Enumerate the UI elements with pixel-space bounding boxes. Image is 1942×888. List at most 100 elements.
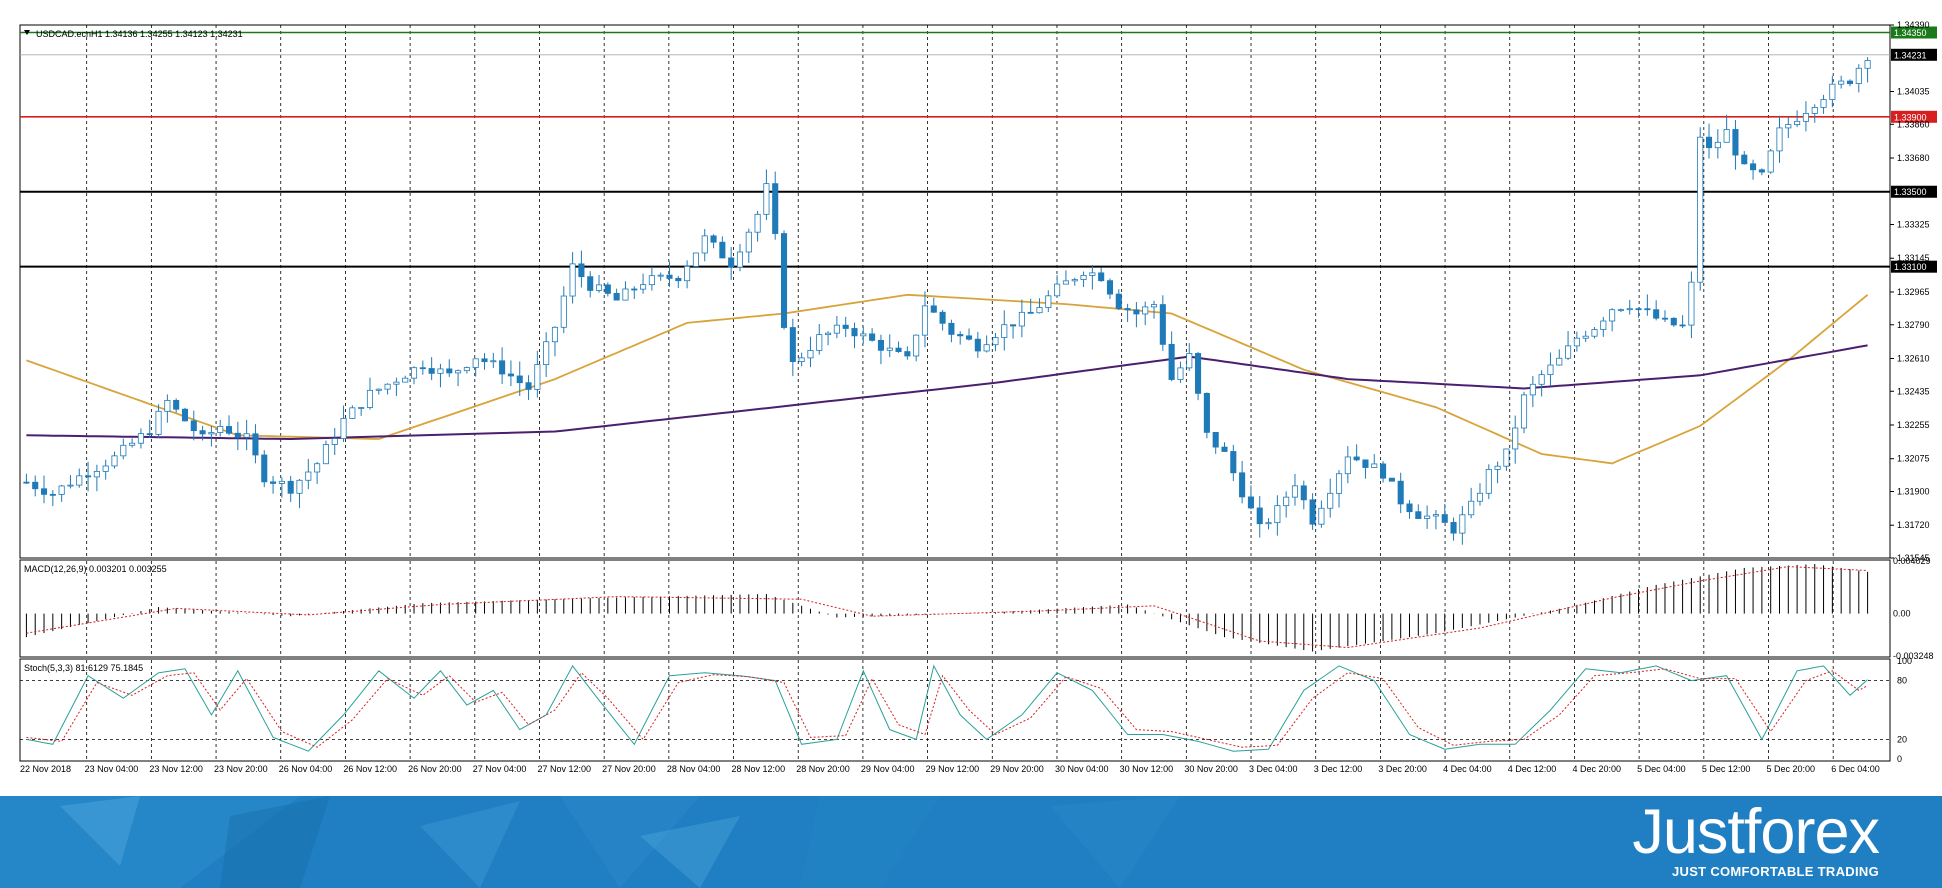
stochastic-title: Stoch(5,3,3) 81.6129 75.1845 [24,663,143,673]
candle-body [1635,308,1642,311]
candle-body [772,183,779,234]
price-axis-label: 1.32610 [1897,353,1930,363]
time-axis-label: 30 Nov 20:00 [1184,764,1238,774]
candle-body [67,484,74,487]
time-axis-label: 23 Nov 12:00 [149,764,203,774]
candle-body [1415,511,1422,519]
price-axis-label: 1.32790 [1897,320,1930,330]
candle-body [666,274,673,279]
candle-body [1838,80,1845,85]
collapse-triangle-icon[interactable] [24,30,30,35]
chart-background [0,0,1942,796]
candle-body [225,426,233,434]
level-price-label: 1.33900 [1894,112,1927,122]
candle-body [816,334,823,351]
ma-slow-line [26,344,1868,441]
candle-body [1124,308,1131,311]
candle-body [1661,317,1669,320]
candle-body [1300,485,1307,501]
time-axis-label: 28 Nov 04:00 [667,764,721,774]
candle-body [842,324,849,329]
candle-body [780,233,788,328]
time-axis-label: 3 Dec 20:00 [1378,764,1427,774]
candle-body [825,332,832,336]
candle-body [1186,353,1193,369]
candle-body [1670,317,1677,326]
candle-body [692,252,699,267]
stochastic-axis-label: 0 [1897,754,1902,764]
candle-body [745,231,752,253]
candle-body [1195,353,1202,394]
level-price-label: 1.33500 [1894,187,1927,197]
candle-body [490,360,497,363]
candle-body [1071,279,1078,282]
candle-body [974,338,981,352]
candle-body [217,426,224,433]
price-axis-label: 1.33145 [1897,253,1930,263]
candle-body [640,284,647,290]
candle-body [1406,503,1413,513]
horizontal-levels[interactable]: 1.34350 1.34231 1.33900 1.33500 1.33100 [20,26,1937,273]
candle-body [569,263,576,297]
time-axis-label: 26 Nov 04:00 [279,764,333,774]
stochastic-d-line [26,668,1868,748]
chart-area[interactable]: 1.34350 1.34231 1.33900 1.33500 1.33100 1.34… [0,0,1942,796]
price-axis-label: 1.33325 [1897,220,1930,230]
time-axis-label: 23 Nov 04:00 [85,764,139,774]
candle-body [111,455,118,467]
candle-body [1741,154,1748,165]
macd-pane[interactable]: 0.004029 0.00 -0.003248 MACD(12,26,9) 0.00… [19,556,1934,661]
candle-body [895,347,902,352]
candle-body [1150,304,1158,308]
candle-body [675,277,682,282]
candle-body [1221,446,1228,452]
candle-body [1045,295,1052,308]
candle-body [181,408,189,422]
candle-body [543,341,550,366]
level-price-label: 1.34231 [1894,50,1927,60]
candle-body [719,241,726,259]
candle-body [1714,141,1721,149]
stochastic-pane-border [19,658,1891,762]
candle-body [1485,469,1492,494]
candle-body [992,337,999,346]
candle-body [957,333,964,337]
candle-body [578,263,585,278]
candle-body [851,328,858,337]
price-pane[interactable]: 1.34350 1.34231 1.33900 1.33500 1.33100 1.34… [19,20,1937,563]
candles [23,57,1871,545]
level-price-label: 1.33100 [1894,262,1927,272]
candle-body [1503,448,1510,467]
candle-body [375,388,382,391]
candle-body [1115,293,1122,309]
macd-histogram [25,563,1869,652]
candle-body [1062,280,1069,285]
stochastic-k-line [26,664,1868,752]
time-axis-label: 6 Dec 04:00 [1831,764,1880,774]
level-price-tag [1891,260,1937,273]
candle-body [1573,337,1580,347]
candle-body [1767,150,1774,173]
candle-body [736,251,744,268]
price-axis-label: 1.32435 [1897,386,1930,396]
candle-body [710,235,717,243]
level-price-tag [1891,110,1937,123]
candle-body [1811,106,1818,114]
candle-body [384,383,391,390]
candle-body [1776,127,1783,152]
candle-body [463,367,470,372]
brand-logo: Justforex [1632,797,1880,867]
candle-body [1089,272,1096,276]
candle-body [1256,507,1263,525]
candle-body [261,454,268,483]
stochastic-axis: 100 80 20 0 [1897,656,1912,764]
candle-body [1388,477,1395,482]
candle-body [1001,324,1008,338]
candle-body [410,367,418,379]
candle-body [1397,480,1404,505]
candle-body [1239,472,1246,498]
price-axis-label: 1.32255 [1897,420,1930,430]
candle-body [913,334,920,357]
stochastic-pane[interactable]: 100 80 20 0 Stoch(5,3,3) 81.6129 75.1845 [19,656,1912,764]
candle-body [1265,522,1272,525]
